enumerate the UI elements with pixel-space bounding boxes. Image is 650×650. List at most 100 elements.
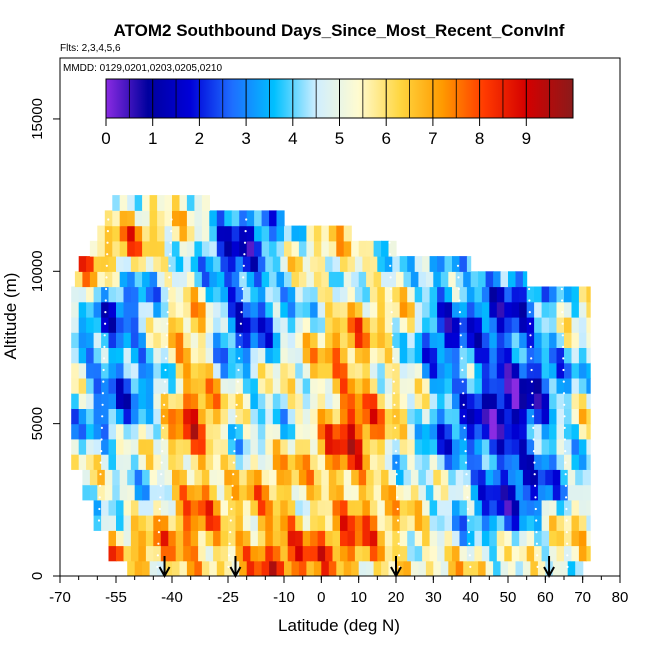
heatmap-cell bbox=[347, 256, 356, 272]
heatmap-cell bbox=[86, 256, 95, 272]
heatmap-cell bbox=[160, 286, 169, 303]
heatmap-cell bbox=[265, 377, 274, 394]
heatmap-cell bbox=[552, 484, 561, 501]
heatmap-cell bbox=[190, 393, 199, 409]
heatmap-cell bbox=[175, 438, 184, 455]
heatmap-cell bbox=[481, 393, 490, 409]
heatmap-cell bbox=[578, 408, 587, 425]
heatmap-cell bbox=[377, 423, 386, 440]
heatmap-cell bbox=[325, 286, 334, 303]
heatmap-cell bbox=[511, 423, 520, 440]
heatmap-cell bbox=[414, 408, 423, 425]
heatmap-cell bbox=[250, 454, 259, 470]
heatmap-cell bbox=[235, 499, 244, 516]
heatmap-cell bbox=[220, 499, 229, 516]
heatmap-cell bbox=[549, 301, 558, 318]
heatmap-cell bbox=[381, 271, 390, 288]
heatmap-cell bbox=[261, 271, 270, 288]
heatmap-cell bbox=[437, 454, 446, 470]
heatmap-cell bbox=[437, 317, 446, 333]
heatmap-cell bbox=[489, 377, 498, 394]
heatmap-cell bbox=[537, 469, 546, 486]
heatmap-cell bbox=[564, 438, 573, 455]
heatmap-cell bbox=[213, 423, 222, 440]
heatmap-cell bbox=[179, 210, 188, 227]
heatmap-cell bbox=[519, 545, 528, 562]
heatmap-cell bbox=[463, 469, 472, 486]
heatmap-cell bbox=[452, 332, 461, 348]
track-dot bbox=[459, 334, 462, 337]
heatmap-cell bbox=[466, 332, 475, 348]
heatmap-cell bbox=[500, 469, 509, 486]
heatmap-cell bbox=[257, 317, 266, 333]
heatmap-cell bbox=[142, 560, 151, 576]
heatmap-cell bbox=[429, 347, 438, 364]
track-dot bbox=[100, 426, 103, 429]
heatmap-cell bbox=[179, 271, 188, 288]
heatmap-cell bbox=[571, 362, 580, 379]
heatmap-cell bbox=[86, 347, 95, 364]
heatmap-cell bbox=[235, 286, 244, 303]
heatmap-cell bbox=[123, 423, 132, 440]
heatmap-cell bbox=[130, 256, 139, 272]
heatmap-cell bbox=[340, 317, 349, 333]
track-dot bbox=[393, 403, 396, 406]
heatmap-cell bbox=[466, 515, 475, 531]
track-dot bbox=[245, 218, 248, 221]
heatmap-cell bbox=[418, 469, 427, 486]
heatmap-cell bbox=[459, 301, 468, 318]
heatmap-cell bbox=[433, 469, 442, 486]
heatmap-cell bbox=[504, 362, 513, 379]
heatmap-cell bbox=[466, 454, 475, 470]
heatmap-cell bbox=[280, 423, 289, 440]
track-dot bbox=[457, 276, 460, 279]
heatmap-cell bbox=[452, 515, 461, 531]
heatmap-cell bbox=[216, 469, 225, 486]
track-dot bbox=[462, 403, 465, 406]
heatmap-cell bbox=[407, 256, 416, 272]
track-dot bbox=[105, 276, 108, 279]
heatmap-cell bbox=[269, 225, 278, 242]
heatmap-cell bbox=[168, 545, 177, 562]
heatmap-cell bbox=[362, 423, 371, 440]
heatmap-cell bbox=[302, 408, 311, 425]
heatmap-cell bbox=[287, 286, 296, 303]
heatmap-cell bbox=[201, 271, 210, 288]
heatmap-cell bbox=[265, 332, 274, 348]
track-dot bbox=[395, 461, 398, 464]
heatmap-cell bbox=[190, 301, 199, 318]
heatmap-cell bbox=[347, 454, 356, 470]
track-dot bbox=[106, 241, 109, 244]
heatmap-cell bbox=[332, 362, 341, 379]
heatmap-cell bbox=[153, 408, 162, 425]
heatmap-cell bbox=[541, 438, 550, 455]
heatmap-cell bbox=[302, 515, 311, 531]
heatmap-cell bbox=[459, 515, 468, 531]
heatmap-cell bbox=[437, 332, 446, 348]
heatmap-cell bbox=[228, 545, 237, 562]
heatmap-cell bbox=[257, 347, 266, 364]
heatmap-cell bbox=[86, 408, 95, 425]
heatmap-cell bbox=[474, 423, 483, 440]
heatmap-cell bbox=[242, 423, 251, 440]
heatmap-cell bbox=[119, 225, 128, 242]
heatmap-cell bbox=[127, 484, 136, 501]
heatmap-cell bbox=[310, 515, 319, 531]
heatmap-cell bbox=[452, 377, 461, 394]
heatmap-cell bbox=[213, 515, 222, 531]
heatmap-cell bbox=[578, 377, 587, 394]
heatmap-cell bbox=[366, 484, 375, 501]
heatmap-cell bbox=[511, 317, 520, 333]
heatmap-cell bbox=[526, 423, 535, 440]
heatmap-cell bbox=[291, 469, 300, 486]
heatmap-cell bbox=[388, 271, 397, 288]
heatmap-cell bbox=[269, 484, 278, 501]
heatmap-cell bbox=[414, 286, 423, 303]
heatmap-cell bbox=[422, 438, 431, 455]
heatmap-cell bbox=[265, 545, 274, 562]
track-dot bbox=[530, 368, 533, 372]
heatmap-cell bbox=[302, 499, 311, 516]
heatmap-cell bbox=[474, 301, 483, 318]
heatmap-cell bbox=[336, 560, 345, 576]
heatmap-cell bbox=[190, 362, 199, 379]
